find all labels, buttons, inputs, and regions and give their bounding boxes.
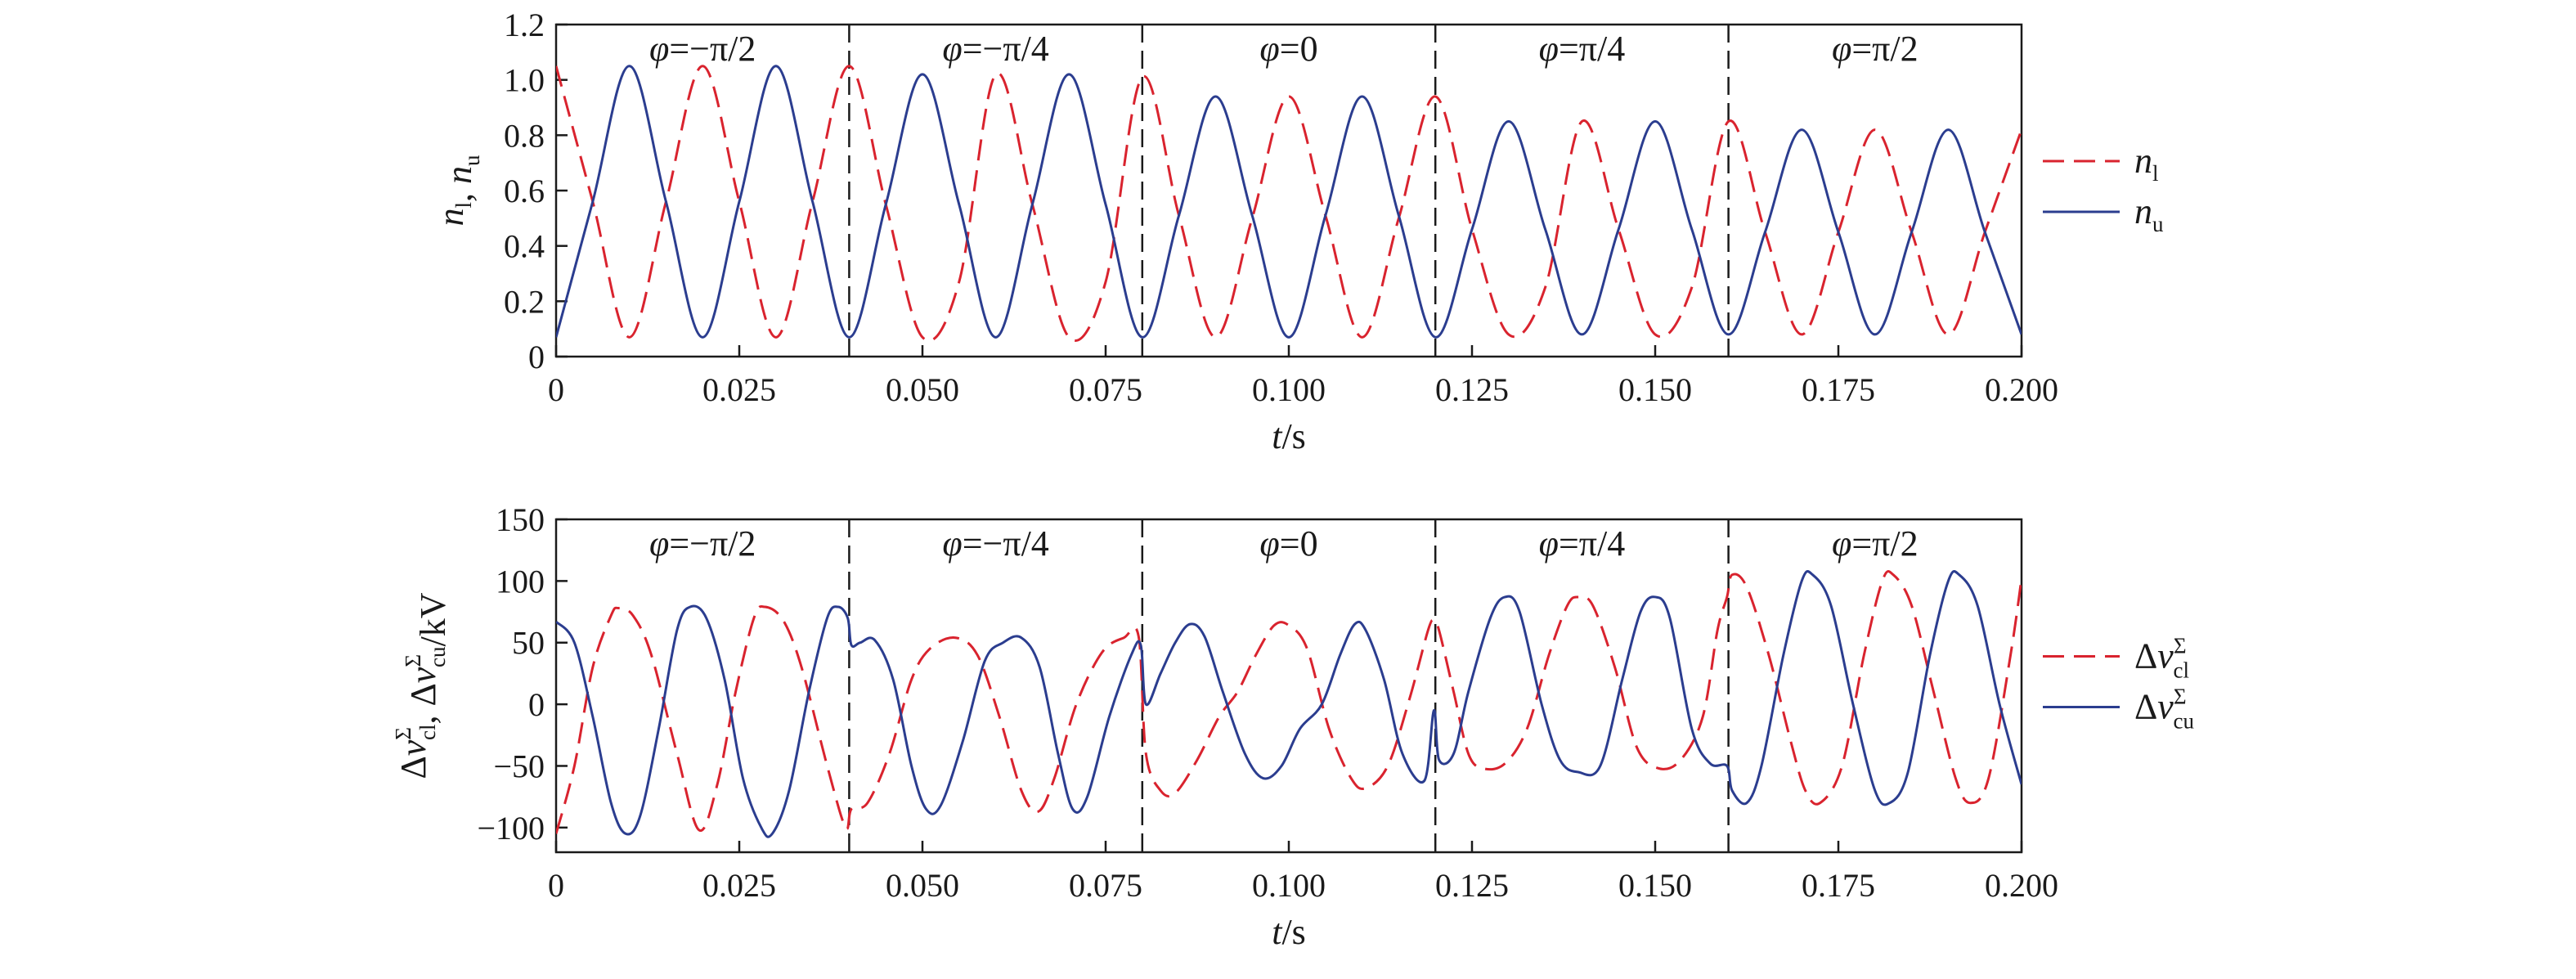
x-tick-label: 0.075 — [1069, 867, 1142, 904]
x-tick-label: 0.175 — [1802, 371, 1875, 408]
y-tick-label: 0 — [528, 686, 545, 723]
segment-phase-label: φ=−π/2 — [649, 523, 756, 564]
y-tick-label: −50 — [493, 748, 545, 784]
series-line-lower — [556, 65, 2022, 342]
legend-label: ΔvΣ cl — [2134, 634, 2189, 683]
x-tick-label: 0.150 — [1618, 867, 1692, 904]
x-tick-label: 0.050 — [886, 371, 959, 408]
chart-top-turn-ratios: 0 0.025 0.050 0.075 0.100 0.125 0.150 0.175 0.20… — [431, 7, 2164, 456]
x-tick-label: 0 — [548, 867, 564, 904]
x-tick-label: 0.075 — [1069, 371, 1142, 408]
x-tick-label: 0.150 — [1618, 371, 1692, 408]
y-tick-label: 0.8 — [504, 117, 545, 154]
y-tick-label: 1.0 — [504, 62, 545, 99]
legend-label: nl — [2134, 141, 2159, 186]
x-tick-label: 0.050 — [886, 867, 959, 904]
x-tick-label: 0.100 — [1252, 371, 1326, 408]
segment-phase-label: φ=−π/4 — [942, 29, 1048, 69]
y-tick-label: 50 — [512, 625, 545, 662]
x-axis-label: t/s — [1272, 912, 1306, 952]
segment-phase-label: φ=−π/2 — [649, 29, 756, 69]
segment-phase-label: φ=π/4 — [1539, 29, 1626, 69]
x-tick-label: 0.175 — [1802, 867, 1875, 904]
y-tick-label: 0.4 — [504, 228, 545, 265]
x-tick-label: 0.125 — [1435, 371, 1509, 408]
y-tick-label: 0 — [528, 339, 545, 375]
x-tick-label: 0 — [548, 371, 564, 408]
x-tick-label: 0.200 — [1985, 371, 2058, 408]
x-tick-label: 0.025 — [702, 371, 776, 408]
y-tick-label: 0.2 — [504, 283, 545, 320]
segment-phase-label: φ=π/2 — [1832, 523, 1919, 564]
series-line-upper — [556, 570, 2022, 838]
x-tick-label: 0.200 — [1985, 867, 2058, 904]
segment-phase-label: φ=−π/4 — [942, 523, 1048, 564]
segment-phase-label: φ=π/4 — [1539, 523, 1626, 564]
legend-label: ΔvΣ cu — [2134, 685, 2195, 734]
plot-frame — [554, 518, 2023, 854]
x-axis-label: t/s — [1272, 416, 1306, 456]
y-tick-label: −100 — [477, 810, 545, 847]
segment-phase-label: φ=π/2 — [1832, 29, 1919, 69]
y-axis-label-group: ΔvΣcl, ΔvΣcu/kV — [391, 592, 453, 779]
legend-label: nu — [2134, 191, 2164, 236]
x-tick-label: 0.025 — [702, 867, 776, 904]
y-tick-label: 100 — [496, 563, 545, 600]
y-tick-label: 1.2 — [504, 7, 545, 43]
series-line-lower — [556, 570, 2022, 834]
x-tick-label: 0.100 — [1252, 867, 1326, 904]
y-axis-label: ΔvΣcl, ΔvΣcu/kV — [391, 592, 453, 779]
plot-frame — [554, 23, 2023, 358]
x-tick-label: 0.125 — [1435, 867, 1509, 904]
y-axis-label: nl, nu — [431, 155, 484, 227]
segment-phase-label: φ=0 — [1259, 29, 1317, 69]
y-tick-label: 0.6 — [504, 173, 545, 209]
segment-phase-label: φ=0 — [1259, 523, 1317, 564]
series-line-upper — [556, 65, 2022, 339]
y-tick-label: 150 — [496, 501, 545, 538]
y-axis-label-group: nl, nu — [431, 155, 484, 227]
chart-bottom-capacitor-voltage: 0 0.025 0.050 0.075 0.100 0.125 0.150 0.175 0.20… — [391, 501, 2195, 952]
